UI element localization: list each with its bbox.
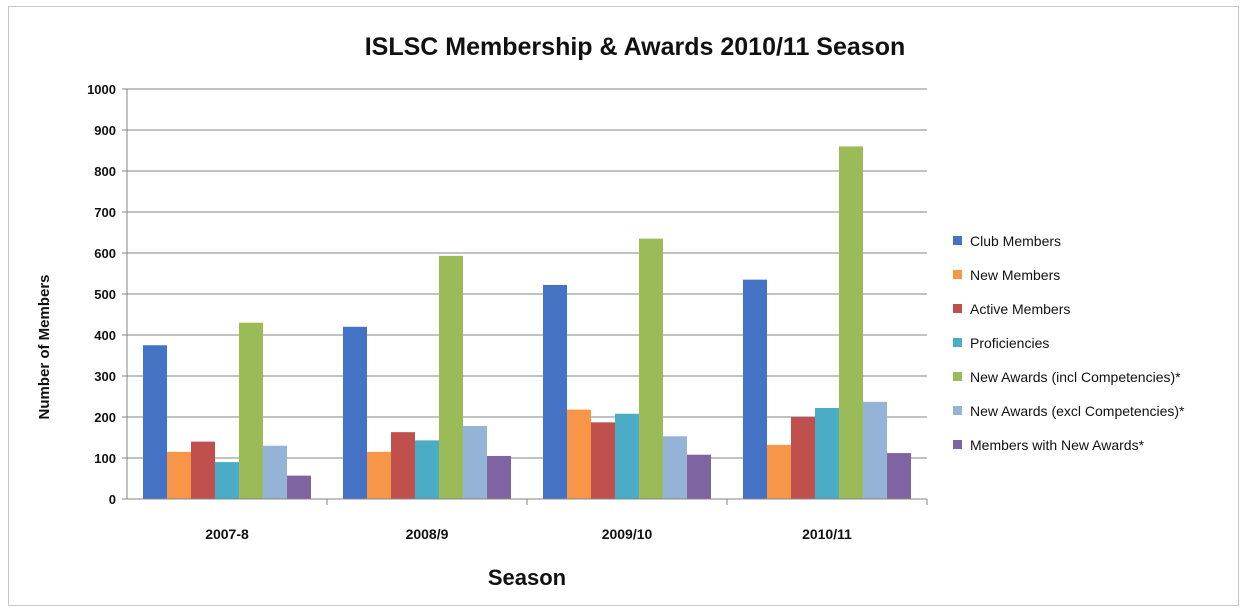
legend-label: Members with New Awards* — [970, 437, 1145, 453]
legend-label: New Members — [970, 267, 1060, 283]
legend-swatch — [953, 304, 962, 313]
bar-proficiencies-2010/11 — [815, 407, 839, 499]
chart-frame: ISLSC Membership & Awards 2010/11 Season… — [8, 6, 1239, 606]
x-category-label: 2007-8 — [205, 526, 249, 542]
bar-new-awards-incl-competencies-2008/9 — [439, 255, 463, 499]
x-axis-title: Season — [488, 565, 566, 590]
y-tick-label: 500 — [94, 287, 116, 302]
y-tick-label: 0 — [109, 492, 116, 507]
bar-club-members-2009/10 — [543, 284, 567, 499]
bar-active-members-2007-8 — [191, 441, 215, 499]
bar-new-members-2009/10 — [567, 409, 591, 499]
bar-members-with-new-awards-2007-8 — [287, 475, 311, 499]
bar-proficiencies-2008/9 — [415, 440, 439, 499]
bar-club-members-2007-8 — [143, 345, 167, 499]
bar-members-with-new-awards-2010/11 — [887, 453, 911, 499]
legend-swatch — [953, 270, 962, 279]
bar-new-awards-excl-competencies-2008/9 — [463, 426, 487, 499]
y-tick-label: 1000 — [87, 82, 116, 97]
bar-members-with-new-awards-2008/9 — [487, 455, 511, 499]
legend-swatch — [953, 372, 962, 381]
legend: Club Members New Members Active Members Pro… — [953, 233, 1185, 453]
legend-label: New Awards (excl Competencies)* — [970, 403, 1185, 419]
chart-title: ISLSC Membership & Awards 2010/11 Season — [365, 33, 906, 61]
y-tick-label: 200 — [94, 410, 116, 425]
bars — [143, 146, 911, 499]
y-tick-label: 100 — [94, 451, 116, 466]
bar-new-members-2007-8 — [167, 451, 191, 499]
bar-new-members-2010/11 — [767, 444, 791, 499]
y-tick-label: 300 — [94, 369, 116, 384]
bar-active-members-2010/11 — [791, 417, 815, 499]
legend-swatch — [953, 440, 962, 449]
y-tick-label: 400 — [94, 328, 116, 343]
x-category-label: 2010/11 — [802, 526, 852, 542]
legend-swatch — [953, 406, 962, 415]
bar-proficiencies-2007-8 — [215, 462, 239, 499]
legend-label: Active Members — [970, 301, 1070, 317]
bar-proficiencies-2009/10 — [615, 413, 639, 499]
bar-new-awards-excl-competencies-2007-8 — [263, 445, 287, 499]
y-tick-label: 600 — [94, 246, 116, 261]
x-category-label: 2008/9 — [406, 526, 449, 542]
y-tick-label: 800 — [94, 164, 116, 179]
bar-active-members-2008/9 — [391, 432, 415, 499]
bar-members-with-new-awards-2009/10 — [687, 454, 711, 499]
legend-label: New Awards (incl Competencies)* — [970, 369, 1181, 385]
bar-new-awards-excl-competencies-2009/10 — [663, 436, 687, 499]
bar-new-awards-excl-competencies-2010/11 — [863, 401, 887, 499]
axes: 0 100 200 300 400 500 600 700 800 900 1000 2007-8 20… — [87, 82, 928, 542]
bar-club-members-2008/9 — [343, 326, 367, 499]
y-tick-label: 900 — [94, 123, 116, 138]
legend-swatch — [953, 236, 962, 245]
y-tick-label: 700 — [94, 205, 116, 220]
bar-chart: ISLSC Membership & Awards 2010/11 Season… — [36, 33, 1185, 590]
bar-active-members-2009/10 — [591, 422, 615, 499]
y-axis-title: Number of Members — [36, 274, 53, 419]
bar-new-awards-incl-competencies-2010/11 — [839, 146, 863, 499]
legend-label: Proficiencies — [970, 335, 1049, 351]
legend-swatch — [953, 338, 962, 347]
bar-new-awards-incl-competencies-2009/10 — [639, 238, 663, 499]
bar-new-awards-incl-competencies-2007-8 — [239, 322, 263, 499]
legend-label: Club Members — [970, 233, 1061, 249]
bar-club-members-2010/11 — [743, 279, 767, 499]
x-category-label: 2009/10 — [602, 526, 653, 542]
bar-new-members-2008/9 — [367, 451, 391, 499]
